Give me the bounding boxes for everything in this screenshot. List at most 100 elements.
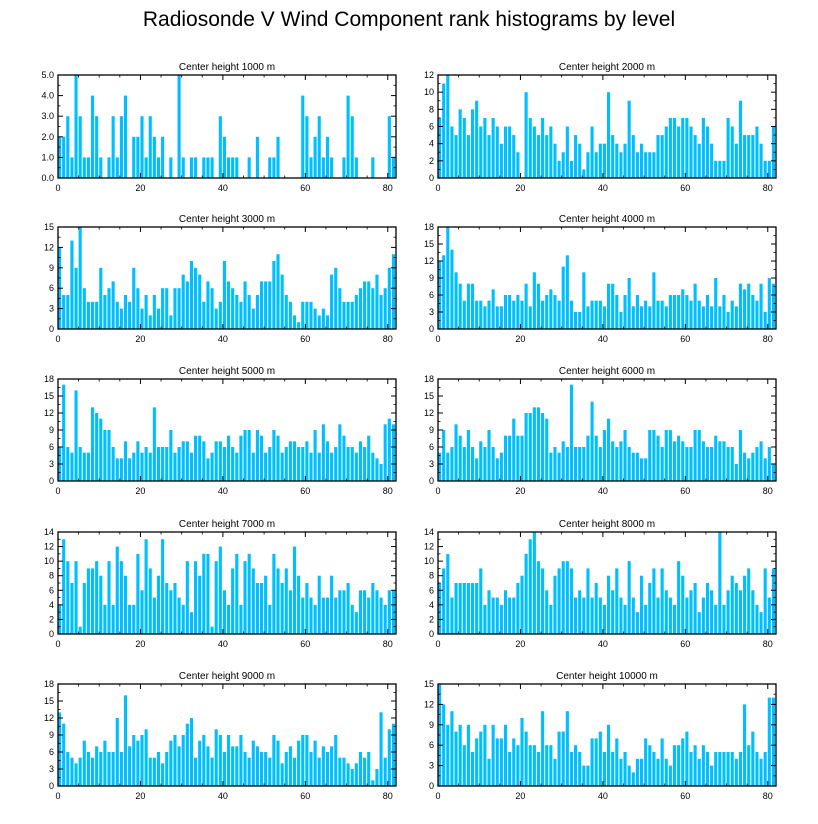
- histogram-bar: [652, 430, 656, 481]
- y-tick-label: 12: [44, 542, 54, 552]
- histogram-bar: [718, 160, 722, 178]
- histogram-bar: [454, 424, 458, 481]
- histogram-bar: [710, 765, 714, 786]
- histogram-bar: [272, 430, 276, 481]
- x-tick-label: 40: [218, 334, 228, 344]
- histogram-bar: [383, 424, 387, 481]
- histogram-bar: [107, 157, 111, 178]
- histogram-bar: [74, 763, 78, 786]
- histogram-bar: [590, 126, 594, 178]
- histogram-bar: [156, 752, 161, 786]
- histogram-bar: [475, 738, 479, 786]
- histogram-bar: [156, 447, 161, 481]
- histogram-bar: [569, 160, 574, 178]
- histogram-bar: [177, 746, 181, 786]
- histogram-bar: [710, 306, 714, 329]
- histogram-bar: [321, 597, 325, 634]
- histogram-bar: [553, 575, 557, 634]
- histogram-bar: [284, 295, 288, 329]
- histogram-bar: [346, 583, 350, 634]
- histogram-bar: [239, 301, 243, 329]
- x-tick-label: 0: [435, 639, 440, 649]
- histogram-bar: [557, 731, 561, 786]
- histogram-bar: [66, 752, 70, 786]
- histogram-bar: [672, 745, 677, 786]
- histogram-bar: [549, 452, 553, 481]
- histogram-bar: [95, 413, 99, 481]
- histogram-bar: [685, 295, 689, 329]
- histogram-bar: [210, 288, 214, 329]
- histogram-bar: [317, 315, 321, 329]
- y-tick-label: 12: [44, 713, 54, 723]
- histogram-bar: [214, 308, 218, 329]
- histogram-bar: [664, 430, 668, 481]
- histogram-bar: [499, 738, 503, 786]
- histogram-bar: [227, 435, 231, 481]
- histogram-bar: [313, 136, 317, 178]
- histogram-bar: [528, 413, 532, 481]
- histogram-bar: [569, 568, 574, 634]
- histogram-panel: Center height 10000 m 0 20 40 60 80 0 3 6 9 12 15: [424, 671, 777, 801]
- x-tick-label: 60: [300, 639, 310, 649]
- histogram-bar: [615, 738, 619, 786]
- histogram-bar: [86, 301, 90, 329]
- histogram-bar: [520, 575, 524, 634]
- histogram-bar: [532, 407, 536, 481]
- histogram-bar: [276, 435, 280, 481]
- histogram-bar: [747, 745, 751, 786]
- histogram-bar: [648, 152, 652, 178]
- y-tick-label: 9: [429, 273, 434, 283]
- histogram-bar: [313, 430, 317, 481]
- histogram-bar: [280, 763, 284, 786]
- histogram-bar: [483, 724, 487, 786]
- y-tick-label: 6: [49, 747, 54, 757]
- y-tick-label: 1.0: [41, 152, 54, 162]
- histogram-bar: [701, 597, 705, 634]
- histogram-bar: [280, 274, 284, 329]
- histogram-bar: [454, 731, 458, 786]
- histogram-bar: [677, 295, 681, 329]
- histogram-bar: [532, 126, 536, 178]
- histogram-bar: [119, 116, 123, 178]
- histogram-bar: [458, 724, 462, 786]
- histogram-bar: [516, 583, 520, 634]
- histogram-bar: [635, 758, 639, 786]
- histogram-bar: [383, 757, 387, 786]
- histogram-bar: [214, 441, 218, 481]
- y-tick-label: 10: [44, 556, 54, 566]
- histogram-bar: [470, 583, 475, 634]
- histogram-bar: [524, 553, 528, 634]
- histogram-bar: [582, 597, 586, 634]
- histogram-bar: [383, 288, 387, 329]
- histogram-bar: [103, 295, 107, 329]
- histogram-bar: [701, 117, 705, 178]
- histogram-bar: [524, 92, 528, 178]
- histogram-bar: [726, 312, 730, 329]
- histogram-bar: [495, 306, 499, 329]
- histogram-bar: [272, 553, 276, 634]
- histogram-bar: [528, 117, 532, 178]
- histogram-bar: [541, 568, 545, 634]
- histogram-bar: [681, 575, 685, 634]
- x-tick-label: 60: [680, 486, 690, 496]
- y-tick-label: 9: [49, 730, 54, 740]
- histogram-bar: [536, 752, 541, 786]
- histogram-bar: [148, 757, 152, 786]
- histogram-bar: [677, 435, 681, 481]
- figure-title: Radiosonde V Wind Component rank histogr…: [142, 8, 676, 31]
- histogram-bar: [545, 135, 549, 178]
- histogram-bar: [693, 135, 697, 178]
- histogram-bar: [730, 126, 734, 178]
- histogram-bar: [95, 301, 99, 329]
- histogram-bar: [458, 435, 462, 481]
- histogram-bar: [62, 136, 66, 178]
- histogram-bar: [458, 583, 462, 634]
- histogram-bar: [169, 430, 173, 481]
- histogram-bar: [321, 308, 325, 329]
- histogram-bar: [499, 306, 503, 329]
- histogram-bar: [644, 458, 648, 481]
- histogram-bar: [86, 157, 90, 178]
- histogram-bar: [247, 157, 251, 178]
- histogram-bar: [202, 553, 206, 634]
- histogram-bar: [470, 283, 475, 329]
